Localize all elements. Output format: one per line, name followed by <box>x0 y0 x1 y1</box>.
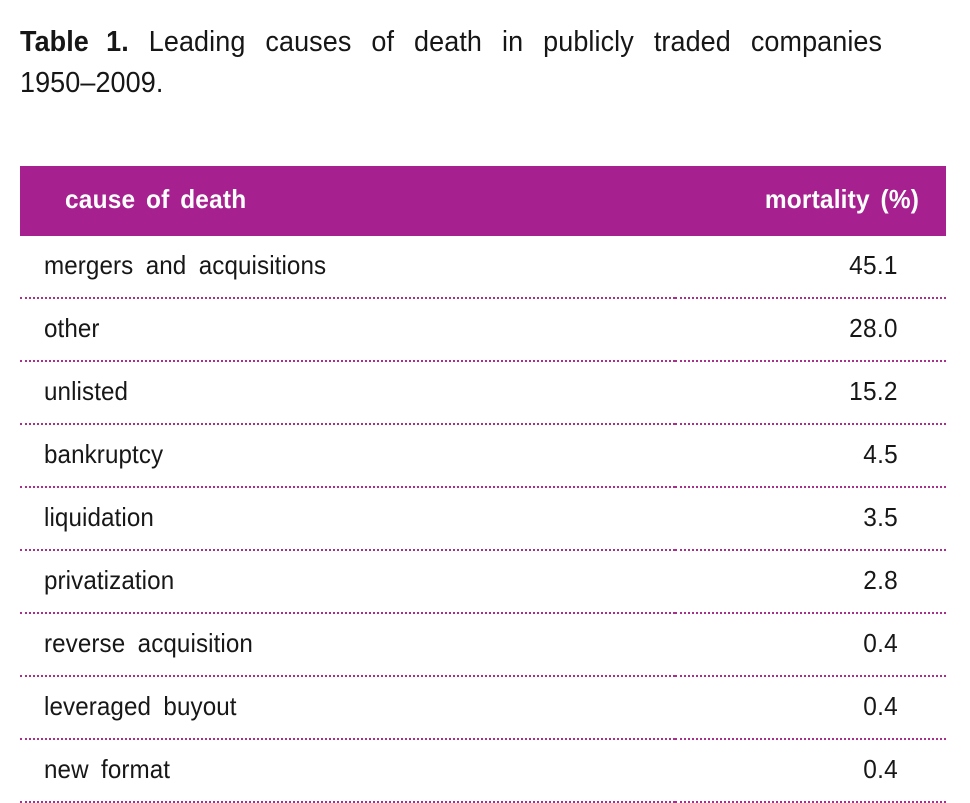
cell-cause: liquidation <box>20 487 675 551</box>
cell-cause: new format <box>20 739 675 803</box>
mortality-value-wrap: 15.2 <box>675 376 898 407</box>
table-header: cause of death mortality (%) <box>20 166 946 236</box>
cause-label: liquidation <box>44 502 154 532</box>
mortality-value: 28.0 <box>849 313 898 343</box>
table-container: cause of death mortality (%) mergers and… <box>20 166 946 803</box>
cell-mortality: 0.4 <box>675 676 946 740</box>
cause-label: new format <box>44 754 171 784</box>
cell-cause: other <box>20 298 675 362</box>
mortality-value-wrap: 28.0 <box>675 313 898 344</box>
mortality-value: 0.4 <box>863 628 898 658</box>
table-row: leveraged buyout 0.4 <box>20 676 946 740</box>
table-row: bankruptcy 4.5 <box>20 424 946 488</box>
cause-label: bankruptcy <box>44 439 164 469</box>
table-row: privatization 2.8 <box>20 550 946 614</box>
cause-label: privatization <box>44 565 175 595</box>
causes-of-death-table: cause of death mortality (%) mergers and… <box>20 166 946 803</box>
mortality-value-wrap: 0.4 <box>675 754 898 785</box>
mortality-value-wrap: 0.4 <box>675 628 898 659</box>
mortality-value: 45.1 <box>849 250 898 280</box>
caption-text: Leading causes of death in publicly trad… <box>20 26 883 99</box>
mortality-value-wrap: 45.1 <box>675 250 898 281</box>
cell-mortality: 3.5 <box>675 487 946 551</box>
cause-label: mergers and acquisitions <box>44 250 327 280</box>
cell-cause: reverse acquisition <box>20 613 675 677</box>
cell-mortality: 0.4 <box>675 613 946 677</box>
mortality-value: 0.4 <box>863 691 898 721</box>
caption-label: Table 1. <box>20 26 129 58</box>
table-row: mergers and acquisitions 45.1 <box>20 236 946 299</box>
cell-mortality: 15.2 <box>675 361 946 425</box>
table-row: other 28.0 <box>20 298 946 362</box>
table-figure: Table 1. Leading causes of death in publ… <box>20 22 946 803</box>
column-header-cause: cause of death <box>65 183 247 214</box>
cell-mortality: 28.0 <box>675 298 946 362</box>
cell-cause: unlisted <box>20 361 675 425</box>
cell-cause: bankruptcy <box>20 424 675 488</box>
mortality-value: 3.5 <box>863 502 898 532</box>
cell-mortality: 2.8 <box>675 550 946 614</box>
mortality-value: 4.5 <box>863 439 898 469</box>
cause-label: other <box>44 313 100 343</box>
table-row: liquidation 3.5 <box>20 487 946 551</box>
mortality-value-wrap: 0.4 <box>675 691 898 722</box>
cause-label: unlisted <box>44 376 129 406</box>
table-caption: Table 1. Leading causes of death in publ… <box>20 22 882 145</box>
cell-cause: leveraged buyout <box>20 676 675 740</box>
cell-mortality: 45.1 <box>675 236 946 299</box>
mortality-value-wrap: 2.8 <box>675 565 898 596</box>
table-row: unlisted 15.2 <box>20 361 946 425</box>
cell-cause: privatization <box>20 550 675 614</box>
table-header-row: cause of death mortality (%) <box>20 166 946 236</box>
column-header-mortality: mortality (%) <box>764 183 920 214</box>
table-row: reverse acquisition 0.4 <box>20 613 946 677</box>
cell-mortality: 0.4 <box>675 739 946 803</box>
cause-label: leveraged buyout <box>44 691 237 721</box>
mortality-value: 15.2 <box>849 376 898 406</box>
table-row: new format 0.4 <box>20 739 946 803</box>
mortality-value: 0.4 <box>863 754 898 784</box>
mortality-value-wrap: 4.5 <box>675 439 898 470</box>
mortality-value-wrap: 3.5 <box>675 502 898 533</box>
cause-label: reverse acquisition <box>44 628 253 658</box>
cell-mortality: 4.5 <box>675 424 946 488</box>
mortality-value: 2.8 <box>863 565 898 595</box>
cell-cause: mergers and acquisitions <box>20 236 675 299</box>
table-body: mergers and acquisitions 45.1 other 28.0 unl… <box>20 236 946 803</box>
